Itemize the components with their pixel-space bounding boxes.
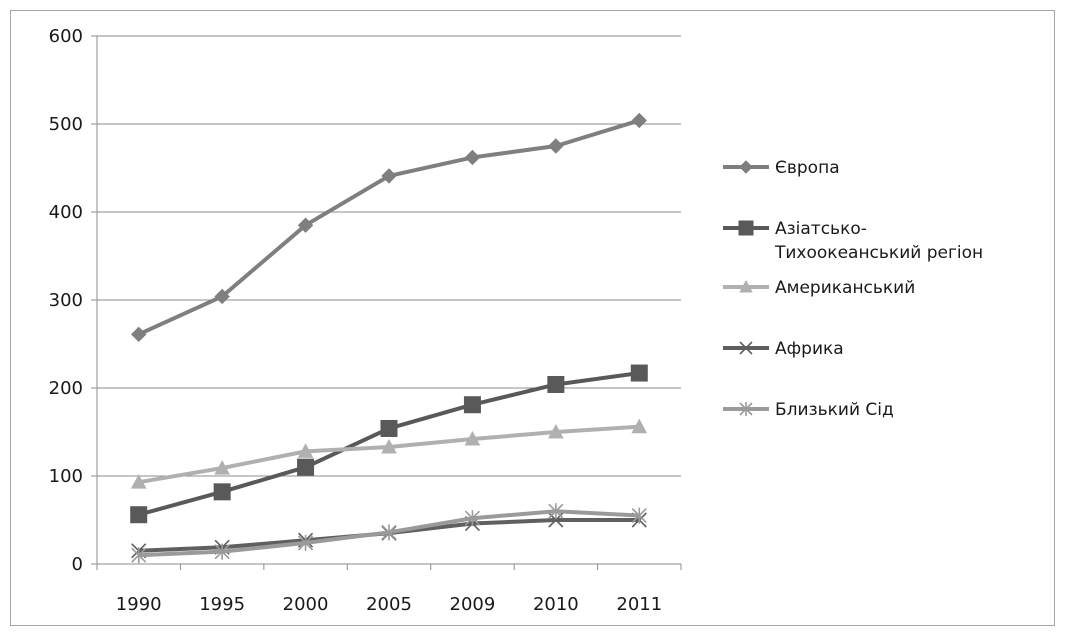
data-point [548, 423, 564, 439]
legend-item: Європа [723, 158, 840, 178]
data-point [381, 168, 397, 184]
data-point [464, 510, 480, 527]
data-point [297, 443, 314, 458]
y-tick-label: 300 [49, 290, 83, 311]
legend-marker [739, 341, 753, 355]
data-point [130, 506, 148, 524]
data-point [380, 419, 398, 437]
chart-frame [10, 10, 1055, 626]
data-point [297, 217, 314, 233]
data-point [548, 503, 564, 520]
data-point [381, 524, 397, 541]
data-point [131, 547, 147, 564]
data-point [464, 149, 481, 166]
data-point [131, 326, 147, 343]
legend-marker [738, 220, 754, 236]
legend-label: Європа [775, 158, 840, 178]
data-point [631, 112, 647, 129]
data-point [130, 474, 147, 489]
series-line [137, 118, 640, 337]
x-tick-label: 2010 [533, 594, 579, 615]
legend-label: Азіатсько- [775, 219, 867, 239]
legend-marker [739, 160, 753, 174]
x-tick-labels: 1990 1995 2000 2005 2009 2010 2011 [116, 594, 662, 615]
legend-item: Американський [723, 278, 915, 298]
data-point [298, 534, 314, 551]
legend-label: Тихоокеанський регіон [774, 243, 983, 263]
legend-item: Азіатсько- Тихоокеанський регіон [723, 219, 983, 263]
x-tick-label: 2005 [366, 594, 412, 615]
legend-label: Близький Сід [775, 400, 894, 420]
legend: Європа Азіатсько- Тихоокеанський регіон Аме… [723, 158, 983, 420]
x-tick-label: 1995 [199, 594, 245, 615]
x-tick-label: 2009 [450, 594, 496, 615]
data-point [463, 396, 481, 414]
data-point [464, 430, 481, 446]
data-point [547, 375, 565, 393]
data-point [214, 460, 230, 475]
y-tick-labels: 0 100 200 300 400 500 600 [49, 26, 83, 575]
legend-marker [739, 279, 753, 293]
legend-item: Близький Сід [723, 400, 894, 420]
legend-item: Африка [723, 339, 844, 359]
y-tick-label: 200 [49, 378, 83, 399]
y-tick-label: 100 [49, 466, 83, 487]
data-point [213, 483, 231, 501]
legend-marker [739, 402, 753, 416]
data-point [214, 288, 230, 305]
series-lines [130, 112, 648, 564]
x-tick-label: 1990 [116, 594, 162, 615]
y-tick-label: 600 [49, 26, 83, 47]
y-tick-label: 500 [49, 114, 83, 135]
series-2 [130, 364, 648, 524]
data-point [630, 364, 648, 382]
data-point [297, 458, 315, 476]
data-point [548, 138, 564, 154]
data-point [631, 418, 648, 434]
data-point [381, 438, 397, 454]
y-tick-label: 400 [49, 202, 83, 223]
series-1 [131, 112, 647, 343]
data-point [214, 543, 230, 560]
legend-label: Африка [775, 339, 844, 359]
gridlines [97, 35, 681, 477]
axes [91, 35, 682, 570]
series-5 [131, 503, 647, 564]
series-3 [130, 418, 648, 489]
y-tick-label: 0 [72, 554, 83, 575]
x-tick-label: 2000 [283, 594, 329, 615]
legend-label: Американський [775, 278, 915, 298]
data-point [631, 507, 647, 524]
x-tick-label: 2011 [616, 594, 662, 615]
